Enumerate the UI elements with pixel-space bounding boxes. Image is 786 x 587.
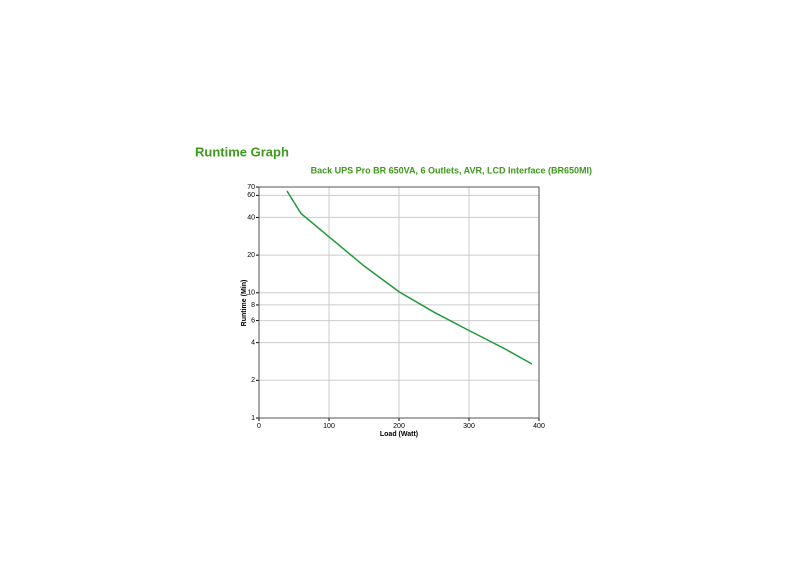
y-tick-label: 4 [251, 339, 255, 346]
x-tick-label: 0 [257, 423, 261, 430]
chart-title: Runtime Graph [195, 144, 289, 159]
y-tick-label: 20 [247, 252, 255, 259]
x-axis-label: Load (Watt) [380, 431, 418, 438]
y-tick-label: 1 [251, 415, 255, 422]
y-tick-label: 8 [251, 302, 255, 309]
y-tick-label: 70 [247, 184, 255, 191]
y-tick-label: 2 [251, 377, 255, 384]
y-tick-label: 10 [247, 290, 255, 297]
x-tick-label: 200 [393, 423, 405, 430]
x-tick-label: 400 [533, 423, 545, 430]
y-axis-label: Runtime (Min) [241, 280, 248, 327]
y-tick-label: 60 [247, 192, 255, 199]
chart-subtitle: Back UPS Pro BR 650VA, 6 Outlets, AVR, L… [311, 165, 592, 175]
x-tick-label: 300 [463, 423, 475, 430]
runtime-line [286, 190, 533, 365]
x-tick-label: 100 [323, 423, 335, 430]
y-tick-label: 6 [251, 317, 255, 324]
y-tick-label: 40 [247, 214, 255, 221]
plot-frame [258, 186, 540, 419]
